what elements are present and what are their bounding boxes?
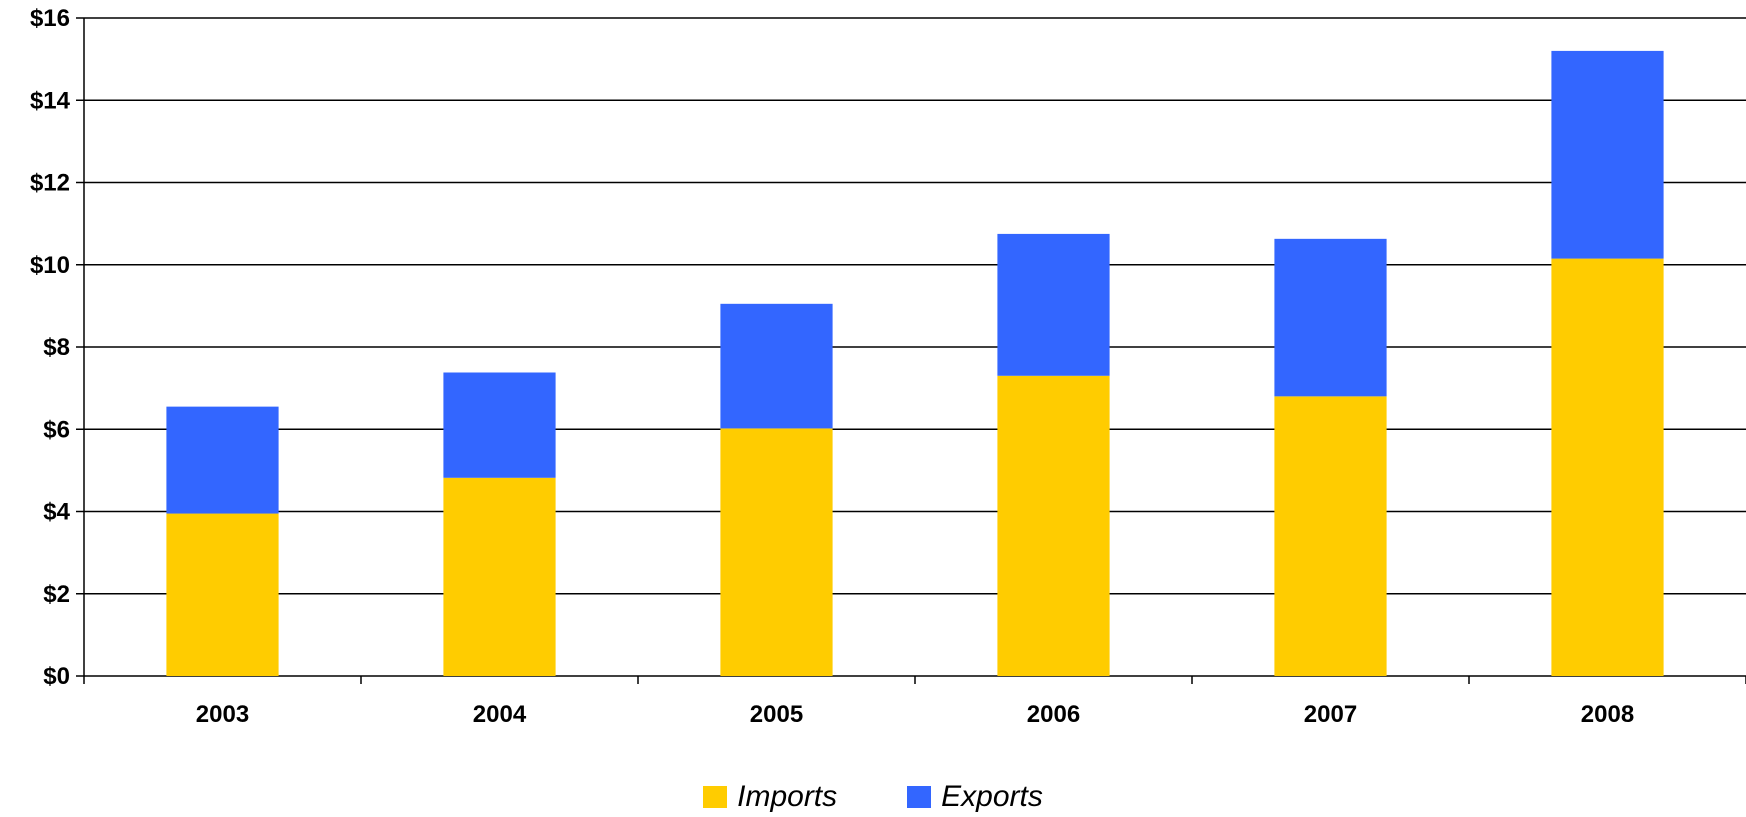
bar-exports-2007 — [1274, 238, 1387, 397]
axes — [76, 17, 1746, 684]
bar-exports-2005 — [720, 303, 833, 429]
gridlines — [84, 17, 1746, 595]
y-tick-label: $12 — [30, 170, 70, 197]
y-tick-label: $14 — [30, 87, 71, 114]
x-tick-label: 2006 — [1027, 701, 1080, 728]
x-tick-label: 2007 — [1304, 701, 1357, 728]
legend-label-imports: Imports — [737, 780, 838, 813]
x-tick-label: 2003 — [196, 701, 249, 728]
bar-imports-2004 — [443, 477, 556, 676]
y-tick-label: $6 — [43, 416, 70, 443]
legend-item-exports: Exports — [907, 780, 1043, 814]
bar-imports-2006 — [997, 375, 1110, 676]
legend-swatch-imports — [703, 786, 728, 808]
bar-imports-2008 — [1551, 258, 1664, 676]
y-tick-label: $4 — [43, 499, 70, 526]
bars — [166, 50, 1664, 676]
y-tick-label: $8 — [43, 334, 70, 361]
x-tick-label: 2005 — [750, 701, 803, 728]
bar-exports-2004 — [443, 372, 556, 478]
bar-imports-2007 — [1274, 396, 1387, 676]
legend-swatch-exports — [907, 786, 932, 808]
bar-exports-2003 — [166, 406, 279, 514]
y-tick-label: $10 — [30, 252, 70, 279]
stacked-bar-chart: $0$2$4$6$8$10$12$14$16 2003 2004 2005 2006 2… — [30, 5, 1746, 728]
bar-imports-2003 — [166, 513, 279, 676]
bar-imports-2005 — [720, 428, 833, 676]
bar-exports-2008 — [1551, 50, 1664, 259]
bar-exports-2006 — [997, 233, 1110, 376]
y-tick-label: $2 — [43, 581, 70, 608]
legend-label-exports: Exports — [941, 780, 1043, 813]
y-tick-label: $0 — [43, 663, 70, 690]
x-tick-label: 2004 — [473, 701, 527, 728]
legend: Imports Exports — [0, 780, 1746, 814]
y-axis-tick-labels: $0 $2 $4 $6 $8 $10 $12 $14 $16 — [30, 5, 71, 690]
x-axis-tick-labels: 2003 2004 2005 2006 2007 2008 — [196, 701, 1634, 728]
legend-item-imports: Imports — [703, 780, 837, 814]
y-tick-label: $16 — [30, 5, 70, 32]
x-tick-label: 2008 — [1581, 701, 1634, 728]
